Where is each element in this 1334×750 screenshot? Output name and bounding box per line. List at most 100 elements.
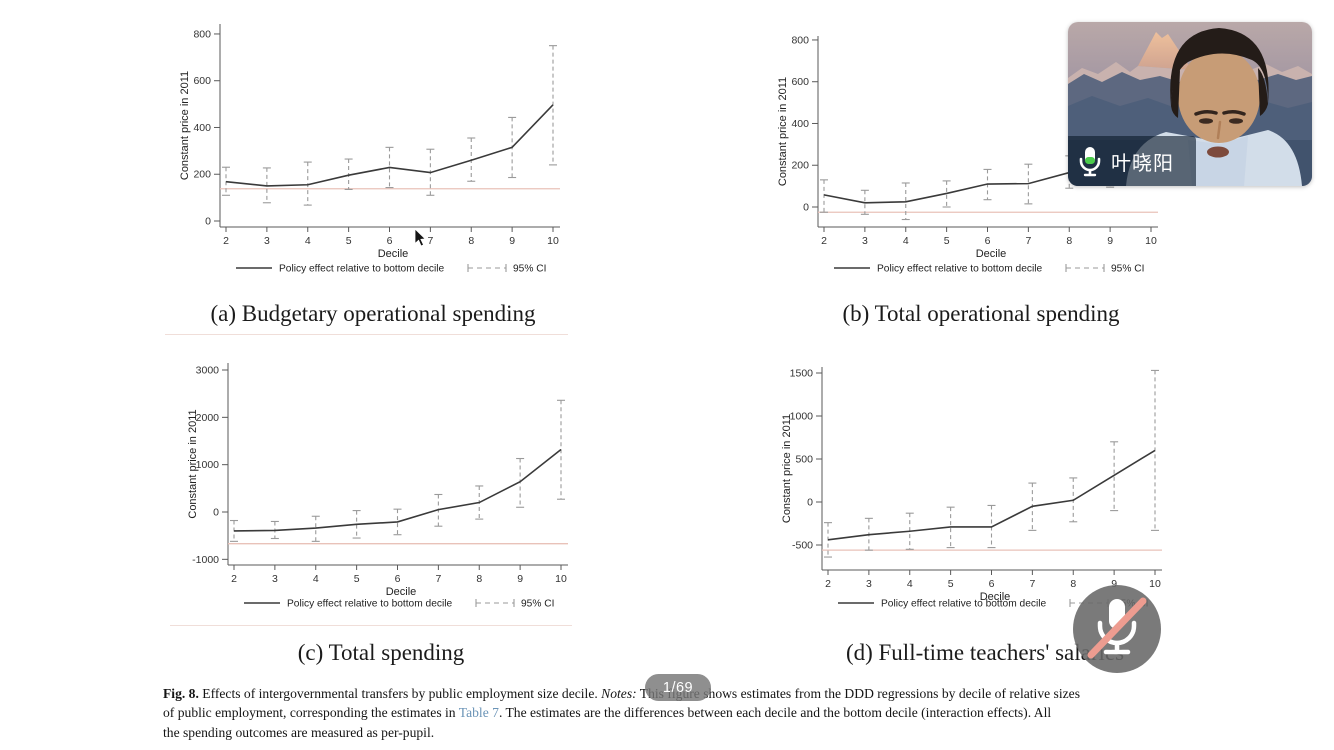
svg-text:4: 4	[313, 573, 319, 585]
chart-svg: 0 200 400 600 800 2 3 4 5 6 7 8 9 10 Decile Constant pr…	[179, 24, 560, 275]
svg-text:3000: 3000	[196, 365, 220, 377]
figure-caption: Fig. 8. Effects of intergovernmental tra…	[163, 684, 1080, 742]
svg-text:6: 6	[989, 578, 995, 590]
page-indicator: 1/69	[645, 674, 711, 701]
caption-text: Effects of intergovernmental transfers b…	[198, 686, 602, 701]
svg-text:1000: 1000	[790, 411, 814, 423]
figure-caption-line: of public employment, corresponding the …	[163, 703, 1080, 722]
svg-text:9: 9	[509, 235, 515, 247]
policy-effect-line	[827, 449, 1156, 541]
svg-text:5: 5	[346, 235, 352, 247]
svg-text:5: 5	[354, 573, 360, 585]
svg-text:4: 4	[907, 578, 913, 590]
table-7-link[interactable]: Table 7	[458, 705, 499, 721]
svg-text:-1000: -1000	[192, 554, 219, 566]
chart-panel-a: 0 200 400 600 800 2 3 4 5 6 7 8 9 10 Decile Constant pr…	[168, 10, 600, 298]
svg-text:Constant price in 2011: Constant price in 2011	[187, 409, 199, 518]
mic-muted-button[interactable]	[1073, 585, 1161, 673]
svg-text:Policy effect relative to bott: Policy effect relative to bottom decile	[279, 264, 444, 275]
svg-text:400: 400	[791, 118, 809, 130]
svg-text:10: 10	[547, 235, 559, 247]
svg-text:1000: 1000	[196, 459, 220, 471]
svg-text:6: 6	[985, 235, 991, 247]
svg-text:0: 0	[807, 497, 813, 509]
svg-text:9: 9	[1107, 235, 1113, 247]
svg-text:3: 3	[264, 235, 270, 247]
svg-text:-500: -500	[792, 540, 813, 552]
participant-name-label: 叶晓阳	[1111, 152, 1174, 175]
svg-text:600: 600	[193, 75, 211, 87]
svg-text:10: 10	[1145, 235, 1157, 247]
mouse-cursor	[414, 228, 427, 247]
subcaption-a: (a) Budgetary operational spending	[210, 301, 536, 326]
participant-video-tile[interactable]: 叶晓阳	[1068, 22, 1312, 186]
svg-text:200: 200	[791, 160, 809, 172]
svg-text:Constant price in 2011: Constant price in 2011	[777, 77, 789, 186]
svg-text:10: 10	[555, 573, 567, 585]
svg-text:9: 9	[1111, 578, 1117, 590]
svg-text:95% CI: 95% CI	[1111, 264, 1144, 275]
caption-text: the spending outcomes are measured as pe…	[163, 724, 435, 740]
svg-text:0: 0	[803, 202, 809, 214]
svg-text:Constant price in 2011: Constant price in 2011	[781, 414, 793, 523]
svg-text:8: 8	[1066, 235, 1072, 247]
mic-muted-icon	[1087, 597, 1147, 659]
svg-text:6: 6	[387, 235, 393, 247]
svg-text:95% CI: 95% CI	[513, 264, 546, 275]
svg-text:500: 500	[795, 454, 813, 466]
svg-text:600: 600	[791, 76, 809, 88]
subcaption-b: (b) Total operational spending	[842, 301, 1120, 326]
svg-text:3: 3	[272, 573, 278, 585]
chart-panel-b: 0 200 400 600 800 2 3 4 5 6 7 8 9 10 Decile Constant pr…	[766, 10, 1198, 298]
participant-name-bar: 叶晓阳	[1068, 136, 1196, 186]
caption-text: of public employment, corresponding the …	[163, 705, 459, 721]
svg-text:0: 0	[205, 216, 211, 228]
svg-text:Constant price in 2011: Constant price in 2011	[179, 71, 191, 180]
svg-text:Decile: Decile	[976, 248, 1007, 260]
svg-text:8: 8	[468, 235, 474, 247]
svg-text:Policy effect relative to bott: Policy effect relative to bottom decile	[287, 599, 452, 610]
svg-text:Decile: Decile	[980, 591, 1011, 603]
svg-text:10: 10	[1149, 578, 1161, 590]
figure-rule	[165, 334, 568, 335]
svg-text:7: 7	[1025, 235, 1031, 247]
figure-caption-line: Fig. 8. Effects of intergovernmental tra…	[163, 684, 1080, 703]
svg-text:0: 0	[213, 507, 219, 519]
svg-text:Decile: Decile	[386, 586, 417, 598]
svg-text:95% CI: 95% CI	[521, 599, 554, 610]
caption-text: Fig. 8.	[163, 686, 199, 701]
svg-text:8: 8	[476, 573, 482, 585]
figure-rule	[170, 625, 572, 626]
svg-text:Decile: Decile	[378, 248, 409, 260]
svg-text:9: 9	[517, 573, 523, 585]
svg-text:4: 4	[305, 235, 311, 247]
svg-text:2000: 2000	[196, 412, 220, 424]
caption-text: . The estimates are the differences betw…	[498, 705, 1052, 721]
chart-svg: 0 200 400 600 800 2 3 4 5 6 7 8 9 10 Decile Constant pr…	[777, 34, 1158, 275]
svg-text:Policy effect relative to bott: Policy effect relative to bottom decile	[881, 599, 1046, 610]
svg-text:1500: 1500	[790, 368, 814, 380]
policy-effect-line	[233, 448, 562, 532]
svg-text:3: 3	[862, 235, 868, 247]
svg-text:8: 8	[1070, 578, 1076, 590]
svg-text:200: 200	[193, 169, 211, 181]
microphone-active-icon	[1079, 147, 1101, 177]
svg-text:7: 7	[427, 235, 433, 247]
svg-text:2: 2	[825, 578, 831, 590]
svg-text:2: 2	[231, 573, 237, 585]
svg-text:5: 5	[948, 578, 954, 590]
svg-text:2: 2	[223, 235, 229, 247]
svg-text:7: 7	[1029, 578, 1035, 590]
svg-text:800: 800	[791, 34, 809, 46]
chart-panel-c: -1000 0 1000 2000 3000 2 3 4 5 6 7 8 9 10 Decile Consta…	[176, 355, 608, 643]
svg-text:6: 6	[395, 573, 401, 585]
svg-text:7: 7	[435, 573, 441, 585]
chart-panel-d: -500 0 500 1000 1500 2 3 4 5 6 7 8 9 10 Decile Constant…	[770, 355, 1202, 643]
svg-text:400: 400	[193, 122, 211, 134]
chart-svg: -1000 0 1000 2000 3000 2 3 4 5 6 7 8 9 10 Decile Consta…	[187, 363, 568, 610]
svg-text:2: 2	[821, 235, 827, 247]
svg-text:3: 3	[866, 578, 872, 590]
chart-svg: -500 0 500 1000 1500 2 3 4 5 6 7 8 9 10 Decile Constant…	[781, 367, 1162, 610]
policy-effect-line	[225, 104, 554, 187]
subcaption-c: (c) Total spending	[297, 640, 465, 665]
